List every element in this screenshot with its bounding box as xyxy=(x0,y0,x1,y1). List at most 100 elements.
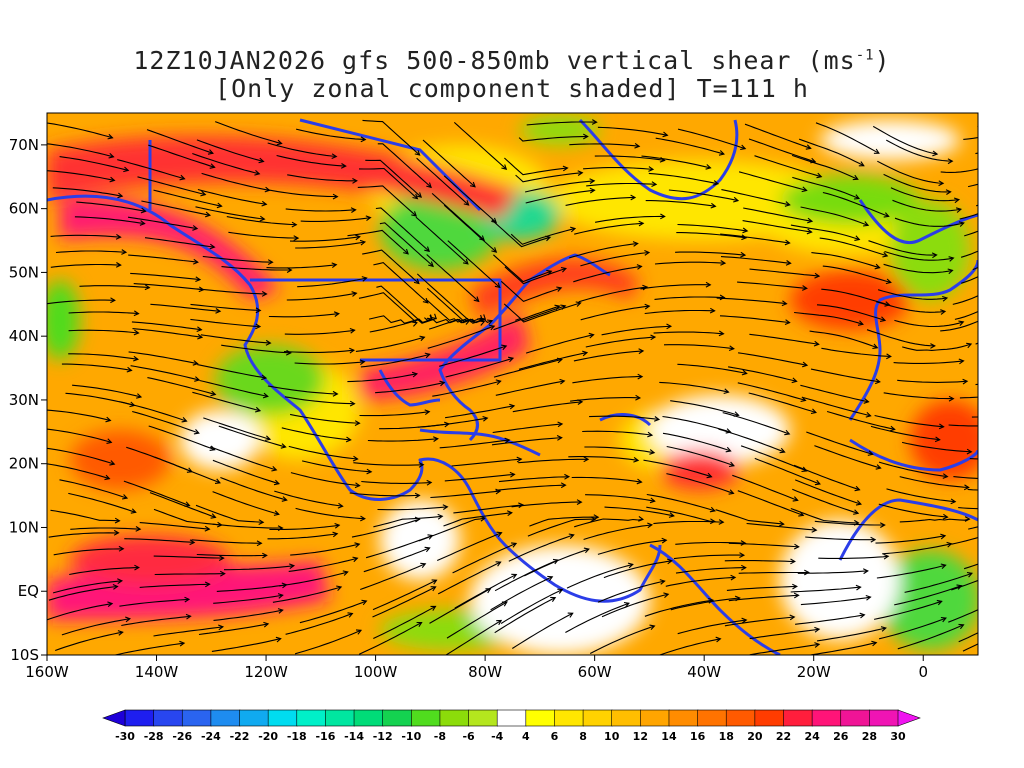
stream-arrowhead xyxy=(133,329,140,336)
streamline xyxy=(218,425,286,448)
streamline xyxy=(358,292,418,324)
streamline xyxy=(737,281,807,289)
streamline xyxy=(492,423,563,434)
stream-arrowhead xyxy=(506,510,513,517)
colorbar-swatch xyxy=(325,709,355,727)
stream-arrowhead xyxy=(962,378,969,385)
streamline xyxy=(132,410,199,434)
streamline xyxy=(267,189,338,198)
streamline xyxy=(361,480,432,484)
streamline xyxy=(792,176,860,200)
streamline xyxy=(372,586,436,618)
stream-arrowhead xyxy=(189,539,196,546)
streamline xyxy=(597,539,667,555)
stream-arrowhead xyxy=(862,568,869,575)
streamline xyxy=(267,385,338,395)
stream-arrowhead xyxy=(867,450,874,456)
stream-arrowhead xyxy=(485,588,492,594)
lat-tick-label: 60N xyxy=(9,200,39,218)
streamline xyxy=(415,216,469,265)
streamline xyxy=(718,428,785,453)
streamline xyxy=(295,507,365,520)
stream-arrowhead xyxy=(115,233,122,240)
colorbar-swatch xyxy=(496,709,527,727)
stream-arrowhead xyxy=(725,428,732,434)
chart-title-line2: [Only zonal component shaded] T=111 h xyxy=(215,74,809,103)
streamline xyxy=(139,583,210,588)
stream-arrowhead xyxy=(871,640,878,647)
stream-arrowhead xyxy=(781,300,788,307)
stream-arrowhead xyxy=(216,202,223,209)
streamline xyxy=(811,252,880,269)
stream-arrowhead xyxy=(802,361,809,368)
streamline xyxy=(975,152,978,155)
streamline xyxy=(571,476,642,483)
streamline xyxy=(976,204,978,207)
streamline xyxy=(585,336,656,348)
stream-arrowhead xyxy=(718,150,725,156)
streamline xyxy=(192,391,261,412)
stream-arrowhead xyxy=(139,220,146,226)
stream-arrowhead xyxy=(647,431,654,438)
colorbar-swatch xyxy=(296,709,327,727)
stream-arrowhead xyxy=(942,473,949,479)
streamline xyxy=(289,413,360,424)
stream-arrowhead xyxy=(179,174,186,181)
stream-arrowhead xyxy=(331,262,338,269)
stream-arrowhead xyxy=(636,478,643,485)
streamline xyxy=(373,261,429,304)
streamline xyxy=(133,283,204,291)
plot-frame xyxy=(46,112,979,656)
streamline xyxy=(375,207,430,252)
streamline xyxy=(525,189,595,204)
streamline xyxy=(794,311,864,325)
streamline xyxy=(288,445,358,460)
stream-arrowhead xyxy=(562,165,569,172)
streamline xyxy=(960,250,978,258)
streamline xyxy=(430,490,501,499)
stream-arrowhead xyxy=(589,187,596,194)
streamline xyxy=(720,256,791,264)
stream-arrowhead xyxy=(1007,594,1012,598)
streamline xyxy=(737,382,806,401)
streamline xyxy=(529,516,599,527)
stream-arrowhead xyxy=(273,510,280,516)
colorbar-max-arrow xyxy=(897,709,921,727)
stream-arrowhead xyxy=(491,247,498,253)
stream-arrowhead xyxy=(195,276,202,283)
streamline xyxy=(643,459,712,478)
streamline xyxy=(866,329,935,347)
stream-arrowhead xyxy=(134,564,140,571)
stream-arrowhead xyxy=(1014,524,1019,529)
streamline xyxy=(807,642,877,655)
streamline xyxy=(353,462,424,466)
stream-arrowhead xyxy=(431,579,438,585)
stream-arrowhead xyxy=(424,246,431,253)
streamline xyxy=(300,217,371,222)
stream-arrowhead xyxy=(286,267,293,273)
streamline xyxy=(69,566,139,576)
streamline xyxy=(283,349,354,353)
stream-arrowhead xyxy=(948,395,955,402)
stream-arrowhead xyxy=(107,601,114,608)
streamline xyxy=(715,509,784,525)
lat-tick-label: 40N xyxy=(9,327,39,345)
stream-arrowhead xyxy=(426,479,433,486)
streamline xyxy=(274,490,343,507)
stream-arrowhead xyxy=(958,221,965,227)
streamline xyxy=(429,588,491,624)
streamline xyxy=(377,506,448,511)
lat-tick-label: EQ xyxy=(18,582,39,600)
streamline xyxy=(816,627,886,642)
streamline xyxy=(601,593,669,618)
streamline xyxy=(526,121,597,126)
stream-arrowhead xyxy=(560,482,567,489)
streamline xyxy=(284,396,355,405)
streamline xyxy=(883,263,953,274)
streamline xyxy=(47,122,113,139)
streamline xyxy=(215,121,282,145)
stream-arrowhead xyxy=(807,217,814,224)
stream-arrowhead xyxy=(575,301,582,307)
streamline xyxy=(195,504,264,523)
colorbar-label: 12 xyxy=(633,730,648,743)
